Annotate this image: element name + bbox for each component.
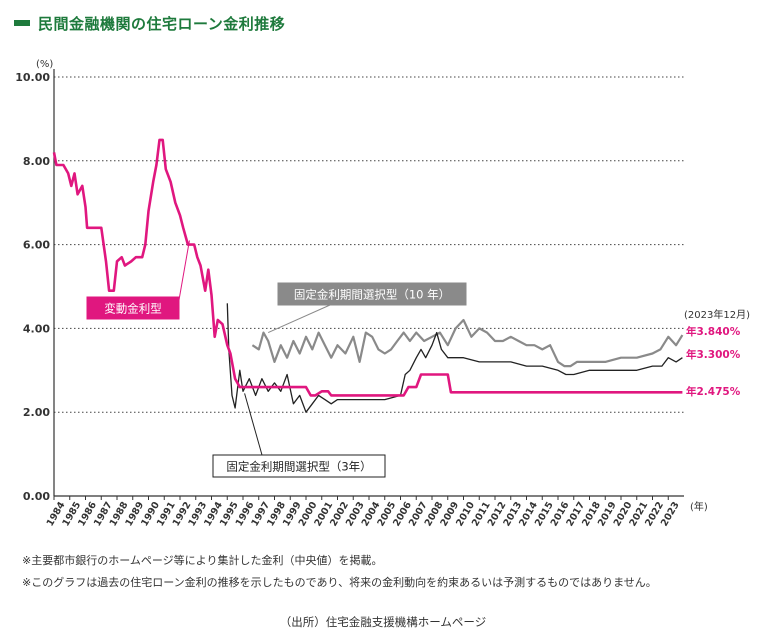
y-tick-label: 6.00 xyxy=(23,239,50,252)
label-pointer-line xyxy=(267,304,331,334)
interest-rate-chart: 0.002.004.006.008.0010.00(%)198419851986… xyxy=(15,59,750,528)
title-marker xyxy=(14,20,30,26)
end-date-label: (2023年12月) xyxy=(684,308,750,321)
y-axis-unit: (%) xyxy=(36,59,53,70)
chart-title: 民間金融機関の住宅ローン金利推移 xyxy=(38,14,286,33)
series-label-text: 変動金利型 xyxy=(104,302,162,316)
series-end-value: 年3.840% xyxy=(686,325,741,338)
series-line xyxy=(251,318,684,368)
series-label-text: 固定金利期間選択型（10 年） xyxy=(294,288,450,302)
x-axis-unit: (年) xyxy=(690,500,708,513)
series-line xyxy=(52,138,683,397)
chart-title-group: 民間金融機関の住宅ローン金利推移 xyxy=(14,10,285,36)
label-pointer-line xyxy=(178,240,190,301)
series-end-value: 年2.475% xyxy=(686,385,741,398)
footnote-1: ※主要都市銀行のホームページ等により集計した金利（中央値）を掲載。 xyxy=(22,554,383,567)
series-label-text: 固定金利期間選択型（3年） xyxy=(226,460,371,474)
footnote-2: ※このグラフは過去の住宅ローン金利の推移を示したものであり、将来の金利動向を約束… xyxy=(22,576,657,589)
y-tick-label: 2.00 xyxy=(23,406,50,419)
label-pointer-line xyxy=(244,393,263,456)
y-tick-label: 0.00 xyxy=(23,490,50,503)
y-tick-label: 10.00 xyxy=(15,71,50,84)
series-label-box xyxy=(277,282,467,306)
source-note: （出所）住宅金融支援機構ホームページ xyxy=(279,615,487,629)
series-line xyxy=(226,303,683,413)
y-tick-label: 4.00 xyxy=(23,322,50,335)
series-label-box xyxy=(86,296,180,320)
y-tick-label: 8.00 xyxy=(23,155,50,168)
series-label-box xyxy=(212,454,386,478)
series-end-value: 年3.300% xyxy=(686,348,741,361)
